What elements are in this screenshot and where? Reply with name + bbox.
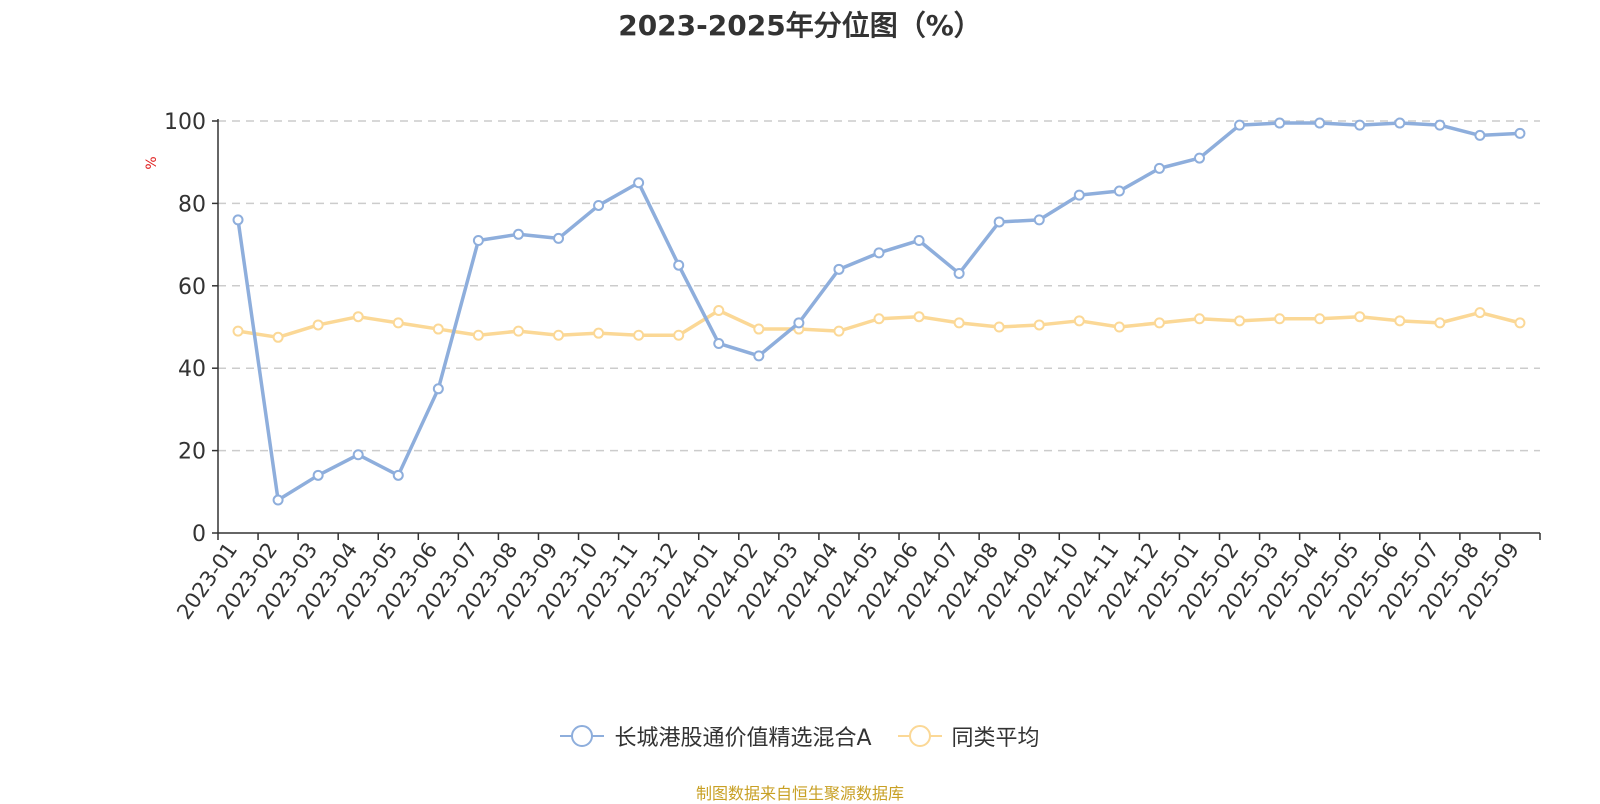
data-point <box>1113 185 1125 197</box>
data-point <box>673 259 685 271</box>
data-point <box>1274 117 1286 129</box>
data-point <box>1314 117 1326 129</box>
data-point <box>352 449 364 461</box>
data-point <box>272 331 284 343</box>
data-point <box>312 319 324 331</box>
data-point <box>1394 117 1406 129</box>
data-point <box>392 317 404 329</box>
data-point <box>352 311 364 323</box>
legend-label-series-a: 长城港股通价值精选混合A <box>614 726 872 751</box>
data-point <box>1234 119 1246 131</box>
grid-lines <box>212 120 1540 534</box>
data-point <box>753 323 765 335</box>
y-tick-label: 0 <box>192 522 206 547</box>
data-point <box>1073 315 1085 327</box>
data-point <box>1033 214 1045 226</box>
y-tick-label: 20 <box>178 440 206 465</box>
data-point <box>873 313 885 325</box>
data-point <box>392 469 404 481</box>
data-point <box>993 321 1005 333</box>
data-point <box>272 494 284 506</box>
data-point <box>953 267 965 279</box>
data-point <box>472 329 484 341</box>
data-point <box>1274 313 1286 325</box>
data-point <box>1354 119 1366 131</box>
data-point <box>432 383 444 395</box>
data-point <box>1314 313 1326 325</box>
data-point <box>1073 189 1085 201</box>
data-point <box>593 199 605 211</box>
data-point <box>1474 307 1486 319</box>
chart-title: 2023-2025年分位图（%） <box>618 9 982 42</box>
data-point <box>873 247 885 259</box>
data-point <box>553 329 565 341</box>
data-point <box>633 329 645 341</box>
legend-marker-series-b <box>897 722 942 750</box>
legend-marker-series-a <box>560 722 605 750</box>
y-tick-label: 40 <box>178 357 206 382</box>
data-point <box>312 469 324 481</box>
data-point <box>432 323 444 335</box>
legend-item-series-a[interactable]: 长城港股通价值精选混合A <box>560 720 872 752</box>
data-point <box>1394 315 1406 327</box>
axes <box>217 119 1541 540</box>
data-point <box>553 232 565 244</box>
data-point <box>1033 319 1045 331</box>
data-point <box>953 317 965 329</box>
data-point <box>1434 317 1446 329</box>
y-tick-label: 80 <box>178 192 206 217</box>
legend-item-series-b[interactable]: 同类平均 <box>897 720 1040 752</box>
data-point <box>1474 129 1486 141</box>
y-tick-labels: 0 20 40 60 80 100 <box>164 110 206 547</box>
y-axis-label: % <box>144 156 160 169</box>
data-point <box>913 311 925 323</box>
line-chart: 0 20 40 60 80 100 2023-012023-022023-032023-0… <box>144 110 1541 624</box>
data-point <box>1113 321 1125 333</box>
x-tick-labels: 2023-012023-022023-032023-042023-052023-… <box>172 538 1524 624</box>
data-point <box>793 317 805 329</box>
data-point <box>472 234 484 246</box>
data-point <box>1514 127 1526 139</box>
data-point <box>913 234 925 246</box>
source-note: 制图数据来自恒生聚源数据库 <box>695 784 904 803</box>
data-point <box>713 305 725 317</box>
data-point <box>232 214 244 226</box>
data-point <box>673 329 685 341</box>
data-point <box>833 263 845 275</box>
y-tick-label: 100 <box>164 110 206 135</box>
legend-label-series-b: 同类平均 <box>951 726 1040 751</box>
data-point <box>1354 311 1366 323</box>
series-b <box>232 305 1526 343</box>
data-point <box>713 337 725 349</box>
data-point <box>1193 313 1205 325</box>
data-point <box>512 228 524 240</box>
data-point <box>633 177 645 189</box>
data-point <box>1153 317 1165 329</box>
data-point <box>593 327 605 339</box>
legend: 长城港股通价值精选混合A 同类平均 <box>0 720 1600 752</box>
data-point <box>1193 152 1205 164</box>
data-point <box>833 325 845 337</box>
series-a <box>232 117 1526 506</box>
series-line <box>236 121 1522 502</box>
data-point <box>993 216 1005 228</box>
data-point <box>1153 162 1165 174</box>
data-point <box>232 325 244 337</box>
data-point <box>512 325 524 337</box>
data-point <box>753 350 765 362</box>
data-point <box>1434 119 1446 131</box>
data-point <box>1514 317 1526 329</box>
data-point <box>1234 315 1246 327</box>
y-tick-label: 60 <box>178 275 206 300</box>
series-group <box>232 117 1526 506</box>
